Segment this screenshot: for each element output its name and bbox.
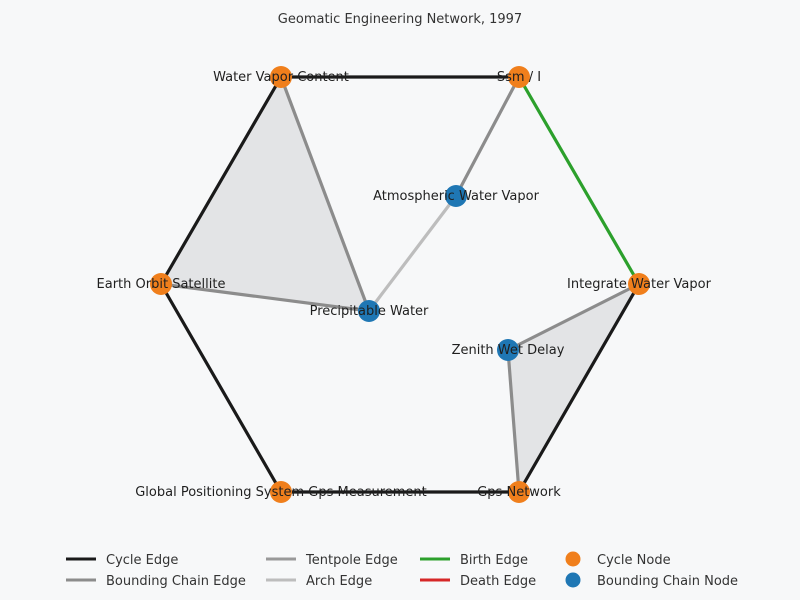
legend-item-tentpole: Tentpole Edge: [266, 553, 398, 568]
edges-layer: [159, 75, 641, 494]
node-zwd[interactable]: [497, 339, 519, 361]
node-gpsn[interactable]: [508, 481, 530, 503]
edge-eos-wvc: [159, 75, 283, 286]
node-label-gpsn: Gps Network: [477, 485, 561, 500]
node-label-gps: Global Positioning System Gps Measuremen…: [135, 485, 427, 500]
legend-label-tentpole: Tentpole Edge: [305, 553, 398, 568]
legend-swatch-chain_node: [565, 572, 581, 588]
edge-iwv-zwd: [506, 282, 641, 352]
diagram-title: Geomatic Engineering Network, 1997: [278, 12, 522, 27]
legend-label-cycle_node: Cycle Node: [597, 553, 671, 568]
labels-layer: Water Vapor Content Ssm / I Integrate Wate…: [97, 70, 712, 500]
node-label-pw: Precipitable Water: [310, 304, 429, 319]
edge-zwd-gpsn: [506, 348, 521, 494]
edge-awv-pw: [367, 194, 458, 313]
legend-label-death: Death Edge: [460, 574, 536, 589]
legend-label-arch: Arch Edge: [306, 574, 372, 589]
legend-item-cycle: Cycle Edge: [66, 553, 178, 568]
node-ssm[interactable]: [508, 66, 530, 88]
node-wvc[interactable]: [270, 66, 292, 88]
edge-eos-pw: [159, 282, 371, 313]
legend-swatch-cycle_node: [565, 551, 581, 567]
filled-face-0: [161, 77, 369, 311]
legend-item-arch: Arch Edge: [266, 574, 372, 589]
legend-label-birth: Birth Edge: [460, 553, 528, 568]
legend: Cycle Edge Bounding Chain Edge Tentpole Ed…: [66, 551, 738, 589]
node-awv[interactable]: [445, 185, 467, 207]
node-iwv[interactable]: [628, 273, 650, 295]
faces-layer: [161, 77, 639, 492]
node-gps[interactable]: [270, 481, 292, 503]
filled-face-1: [508, 284, 639, 492]
node-eos[interactable]: [150, 273, 172, 295]
legend-item-birth: Birth Edge: [420, 553, 528, 568]
node-label-eos: Earth Orbit Satellite: [97, 277, 226, 292]
edge-iwv-gpsn: [517, 282, 641, 494]
edge-ssm-awv: [454, 75, 521, 198]
legend-item-bounding_chain: Bounding Chain Edge: [66, 574, 246, 589]
legend-label-bounding_chain: Bounding Chain Edge: [106, 574, 246, 589]
edge-wvc-pw: [279, 75, 371, 313]
node-label-awv: Atmospheric Water Vapor: [373, 189, 539, 204]
edge-gps-eos: [159, 282, 283, 494]
legend-item-death: Death Edge: [420, 574, 536, 589]
node-label-ssm: Ssm / I: [497, 70, 541, 85]
node-label-iwv: Integrate Water Vapor: [567, 277, 712, 292]
legend-label-cycle: Cycle Edge: [106, 553, 178, 568]
nodes-layer: [150, 66, 650, 503]
node-pw[interactable]: [358, 300, 380, 322]
node-label-zwd: Zenith Wet Delay: [452, 343, 565, 358]
legend-item-cycle_node: Cycle Node: [565, 551, 671, 568]
node-label-wvc: Water Vapor Content: [213, 70, 349, 85]
legend-label-chain_node: Bounding Chain Node: [597, 574, 738, 589]
edge-ssm-iwv: [517, 75, 641, 286]
legend-item-chain_node: Bounding Chain Node: [565, 572, 738, 589]
